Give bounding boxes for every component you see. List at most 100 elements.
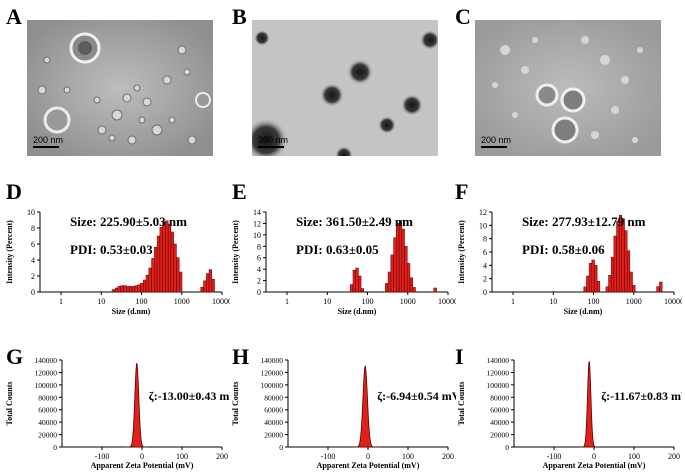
y-tick-label: 2 [31,272,35,281]
y-tick-label: 0 [279,443,283,452]
bar [629,271,633,293]
y-tick-label: 120000 [487,368,510,377]
bar [156,235,161,293]
y-tick-label: 100000 [261,381,284,390]
x-axis-label: Size (d.nm) [112,307,151,316]
y-tick-label: 0 [31,288,35,297]
y-tick-label: 60000 [38,406,57,415]
y-axis-label: Total Counts [5,382,14,426]
bar [608,275,612,293]
y-tick-label: 4 [31,256,35,265]
y-tick-label: 140000 [487,356,510,365]
zeta-peak [125,363,148,448]
y-tick-label: 80000 [490,393,509,402]
y-tick-label: 120000 [35,368,58,377]
bar [120,285,124,293]
y-tick-label: 2 [483,275,487,284]
y-tick-label: 80000 [38,393,57,402]
bar [165,220,169,293]
pdi-annotation: PDI: 0.58±0.06 [522,242,605,257]
bar [588,263,593,293]
bar [154,246,158,293]
bar [131,286,136,293]
x-tick-label: 1000 [626,297,642,306]
size-distribution-chart-d: 0 2 4 6 8 10 1 10 100 1000 10000 Size (d.nm) Intensi… [5,208,230,316]
y-tick-label: 20000 [264,431,283,440]
x-tick-label: 0 [592,452,596,461]
panel-label-g: G [6,344,24,369]
x-tick-label: 100 [628,452,640,461]
panel-label-i: I [455,344,464,369]
bar [123,285,127,293]
y-tick-label: 100000 [487,381,510,390]
bar [142,279,147,293]
zeta-potential-chart-h: 0 20000 40000 60000 80000 100000 120000 140000 -… [231,356,456,470]
zeta-peak [352,364,378,448]
bar [206,273,210,293]
size-annotation: Size: 361.50±2.49 nm [296,214,413,229]
y-axis-label: Intensity (Percent) [231,220,240,284]
y-tick-label: 60000 [490,406,509,415]
bar [591,259,595,293]
y-tick-label: 120000 [261,368,284,377]
x-tick-label: -100 [547,452,562,461]
y-tick-label: 4 [483,261,487,270]
bar [605,286,609,293]
bar [596,281,601,293]
y-tick-label: 40000 [38,418,57,427]
bar [390,254,394,293]
bar [656,286,660,293]
x-tick-label: 200 [216,452,228,461]
zeta-peak [579,361,599,448]
zeta-potential-chart-i: 0 20000 40000 60000 80000 100000 120000 140000 -… [457,356,682,470]
y-tick-label: 0 [257,288,261,297]
y-tick-label: 4 [257,265,261,274]
x-tick-label: 10 [97,297,105,306]
x-tick-label: 100 [136,297,148,306]
y-tick-label: 140000 [261,356,284,365]
tem-image-a: 200 nm [27,20,213,156]
panel-label-c: C [455,4,471,29]
y-tick-label: 60000 [264,406,283,415]
y-axis-label: Intensity (Percent) [5,220,14,284]
zeta-annotation: ζ:-11.67±0.83 mV [601,389,682,403]
panel-label-f: F [455,179,469,204]
panel-label-e: E [232,179,247,204]
y-tick-label: 20000 [38,431,57,440]
x-tick-label: 10000 [438,297,456,306]
bar [616,221,620,293]
bar [137,284,141,293]
bar [200,286,204,293]
bar [203,280,207,293]
bar [129,286,133,293]
bar [159,226,163,293]
bar [404,246,408,293]
bar [208,269,212,293]
y-axis-label: Total Counts [231,382,240,426]
y-tick-label: 14 [253,208,261,217]
size-distribution-chart-f: 0 2 4 6 8 10 12 1 10 100 1000 10000 Size (d.nm) Inten… [457,208,682,316]
scale-bar-c: 200 nm [481,135,511,148]
y-tick-label: 0 [505,443,509,452]
bar [170,231,174,293]
x-tick-label: 10000 [212,297,230,306]
panel-label-b: B [232,4,247,29]
y-tick-label: 6 [257,254,261,263]
bar [134,285,138,293]
bar [594,265,598,293]
y-axis-label: Intensity (Percent) [457,220,466,284]
bar [433,287,437,293]
x-tick-label: -100 [321,452,336,461]
x-tick-label: 1000 [174,297,190,306]
bar [358,275,362,293]
bar [360,288,365,293]
zeta-annotation: ζ:-13.00±0.43 mV [149,389,230,403]
y-tick-label: 8 [31,224,35,233]
panel-label-a: A [6,4,22,29]
x-axis-label: Apparent Zeta Potential (mV) [91,461,194,470]
y-tick-label: 0 [53,443,57,452]
bar [586,275,590,293]
y-axis-label: Total Counts [457,382,466,426]
panel-label-h: H [232,344,250,369]
x-tick-label: 0 [366,452,370,461]
